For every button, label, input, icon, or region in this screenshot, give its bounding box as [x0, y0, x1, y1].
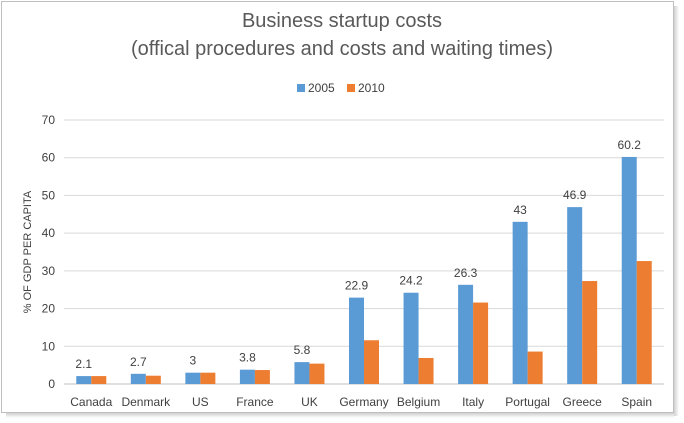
bar-2010-spain [636, 261, 652, 384]
bar-2010-us [200, 372, 216, 384]
x-tick-label-italy: Italy [462, 395, 484, 409]
x-tick-label-france: France [236, 395, 274, 409]
y-tick-label: 10 [42, 339, 56, 353]
y-tick-label: 30 [42, 264, 56, 278]
data-label-2005-italy: 26.3 [454, 266, 478, 280]
y-tick-label: 60 [42, 151, 56, 165]
bar-2005-france [239, 369, 255, 384]
frame-shadow-bottom [6, 413, 674, 418]
bar-2005-us [185, 372, 201, 384]
bar-2010-france [254, 370, 270, 384]
chart-title-line-1: Business startup costs [241, 10, 443, 32]
y-axis-title: % OF GDP PER CAPITA [22, 190, 34, 313]
legend-swatch-2005 [297, 84, 305, 92]
x-tick-label-portugal: Portugal [505, 395, 550, 409]
bar-2010-italy [473, 302, 489, 384]
data-label-2005-greece: 46.9 [563, 188, 587, 202]
data-label-2005-us: 3 [190, 354, 197, 368]
data-label-2005-denmark: 2.7 [130, 355, 147, 369]
x-tick-label-spain: Spain [621, 395, 652, 409]
legend-swatch-2010 [347, 84, 355, 92]
data-label-2005-portugal: 43 [513, 203, 527, 217]
x-tick-label-denmark: Denmark [121, 395, 171, 409]
y-tick-label: 40 [42, 226, 56, 240]
bar-2010-greece [582, 281, 598, 384]
data-label-2005-uk: 5.8 [294, 343, 311, 357]
x-tick-label-belgium: Belgium [397, 395, 440, 409]
legend-label-2010: 2010 [358, 81, 385, 95]
bar-2005-greece [567, 207, 583, 384]
x-tick-label-germany: Germany [339, 395, 388, 409]
y-tick-label: 50 [42, 188, 56, 202]
bar-2010-belgium [418, 357, 434, 384]
data-label-2005-germany: 22.9 [345, 279, 369, 293]
bar-2005-belgium [403, 292, 419, 384]
bar-2010-uk [309, 363, 325, 384]
bar-2005-uk [294, 362, 310, 384]
x-tick-label-greece: Greece [563, 395, 603, 409]
data-label-2005-france: 3.8 [239, 351, 256, 365]
frame-shadow-right [674, 6, 679, 416]
x-tick-label-us: US [192, 395, 209, 409]
data-label-2005-belgium: 24.2 [399, 274, 423, 288]
chart-title-line-2: (offical procedures and costs and waitin… [130, 38, 554, 60]
y-tick-label: 70 [42, 113, 56, 127]
bar-2010-portugal [527, 351, 543, 384]
chart-frame [1, 1, 674, 413]
bar-2005-italy [458, 284, 474, 384]
bar-2010-germany [364, 340, 379, 384]
bar-2010-canada [91, 376, 107, 384]
y-tick-label: 0 [48, 377, 55, 391]
data-label-2005-canada: 2.1 [75, 357, 92, 371]
x-tick-label-canada: Canada [70, 395, 112, 409]
bar-2005-denmark [130, 373, 146, 384]
bar-2005-portugal [512, 221, 528, 384]
bar-2005-canada [76, 376, 92, 384]
legend-label-2005: 2005 [308, 81, 335, 95]
data-label-2005-spain: 60.2 [618, 138, 642, 152]
y-tick-label: 20 [42, 302, 56, 316]
bar-2005-spain [621, 156, 637, 384]
bar-2010-denmark [145, 375, 161, 384]
bar-2005-germany [349, 297, 364, 384]
x-tick-label-uk: UK [301, 395, 318, 409]
